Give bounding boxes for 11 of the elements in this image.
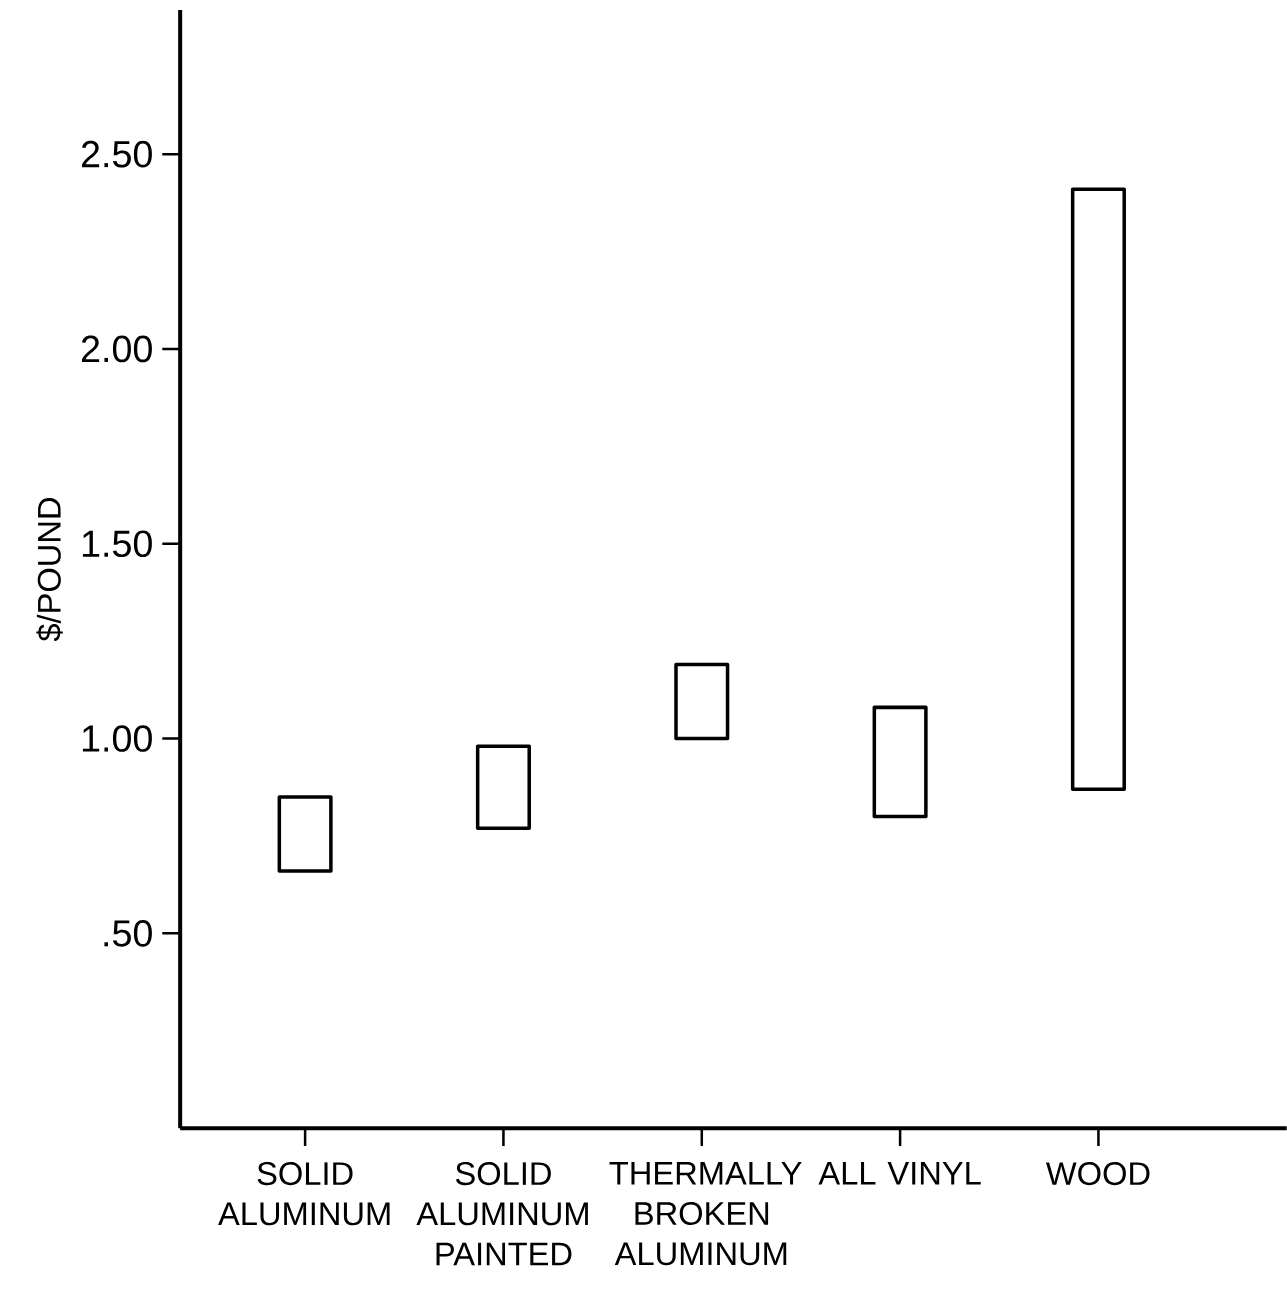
y-tick-label: 2.50 [82, 140, 152, 168]
y-tick-label: 2.00 [82, 335, 152, 363]
y-tick-label: 1.00 [83, 725, 152, 752]
y-axis-title: $/POUND [36, 498, 63, 642]
x-tick-label: SOLID ALUMINUM [218, 1162, 390, 1226]
y-tick-label: 1.50 [83, 530, 152, 558]
x-tick-label: ALL VINYL [818, 1162, 981, 1185]
x-tick-label: THERMALLY BROKEN ALUMINUM [609, 1162, 802, 1266]
x-tick-label: SOLID ALUMINUM PAINTED [416, 1162, 588, 1266]
x-tick-label: WOOD [1046, 1162, 1150, 1186]
y-tick-label: .50 [104, 919, 152, 947]
